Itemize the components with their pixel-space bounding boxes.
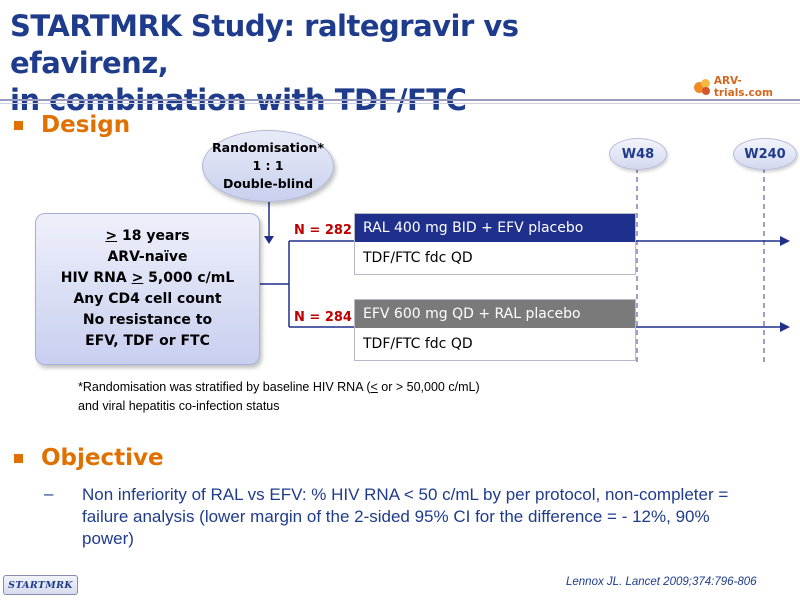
title-line-1: STARTMRK Study: raltegravir vs efavirenz…: [10, 9, 519, 80]
footnote-line-2: and viral hepatitis co-infection status: [78, 399, 280, 413]
objective-dash: –: [44, 484, 54, 503]
design-label: Design: [41, 112, 131, 138]
criteria-age: > 18 years: [105, 228, 190, 244]
randomisation-bubble: Randomisation* 1 : 1 Double-blind: [202, 130, 334, 202]
arv-trials-logo: ARV-trials.com: [692, 75, 800, 99]
randomisation-line-3: Double-blind: [222, 176, 314, 191]
footnote-line-1: *Randomisation was stratified by baselin…: [78, 380, 480, 394]
design-heading: Design: [14, 112, 130, 138]
arm-1-arrowhead: [780, 236, 790, 246]
criteria-arv: ARV-naïve: [107, 249, 188, 265]
startmrk-badge: STARTMRK: [3, 575, 78, 595]
objective-heading: Objective: [14, 445, 164, 471]
header-divider: [0, 99, 800, 101]
arm-1-box: RAL 400 mg BID + EFV placebo TDF/FTC fdc…: [354, 213, 636, 275]
arm-2-backbone: TDF/FTC fdc QD: [363, 336, 473, 352]
criteria-resistance-drugs: EFV, TDF or FTC: [85, 333, 210, 349]
arm-2-arrowhead: [780, 322, 790, 332]
week-48-bubble: W48: [609, 138, 667, 170]
square-bullet-icon: [14, 453, 23, 463]
arm-2-regimen: EFV 600 mg QD + RAL placebo: [355, 300, 635, 328]
reference-citation: Lennox JL. Lancet 2009;374:796-806: [566, 576, 757, 588]
objective-label: Objective: [41, 445, 164, 471]
objective-text: Non inferiority of RAL vs EFV: % HIV RNA…: [82, 485, 729, 548]
logo-mark-icon: [692, 78, 712, 96]
randomisation-line-1: Randomisation*: [212, 140, 324, 155]
arm-2-box: EFV 600 mg QD + RAL placebo TDF/FTC fdc …: [354, 299, 636, 361]
criteria-resistance: No resistance to: [82, 312, 213, 328]
logo-text: ARV-trials.com: [713, 75, 773, 99]
randomisation-footnote: *Randomisation was stratified by baselin…: [78, 378, 480, 416]
randomisation-arrowhead: [264, 236, 274, 244]
week-240-bubble: W240: [733, 138, 797, 170]
header-divider-thin: [0, 103, 800, 104]
square-bullet-icon: [14, 120, 23, 130]
randomisation-line-2: 1 : 1: [252, 158, 284, 173]
arm-1-regimen: RAL 400 mg BID + EFV placebo: [355, 214, 635, 242]
arm-1-backbone: TDF/FTC fdc QD: [363, 250, 473, 266]
criteria-cd4: Any CD4 cell count: [73, 291, 222, 307]
arm-1-n: N = 282: [294, 223, 352, 238]
criteria-rna: HIV RNA > 5,000 c/mL: [60, 270, 235, 286]
inclusion-criteria-box: > 18 years ARV-naïve HIV RNA > 5,000 c/m…: [35, 213, 260, 365]
arm-2-n: N = 284: [294, 310, 352, 325]
